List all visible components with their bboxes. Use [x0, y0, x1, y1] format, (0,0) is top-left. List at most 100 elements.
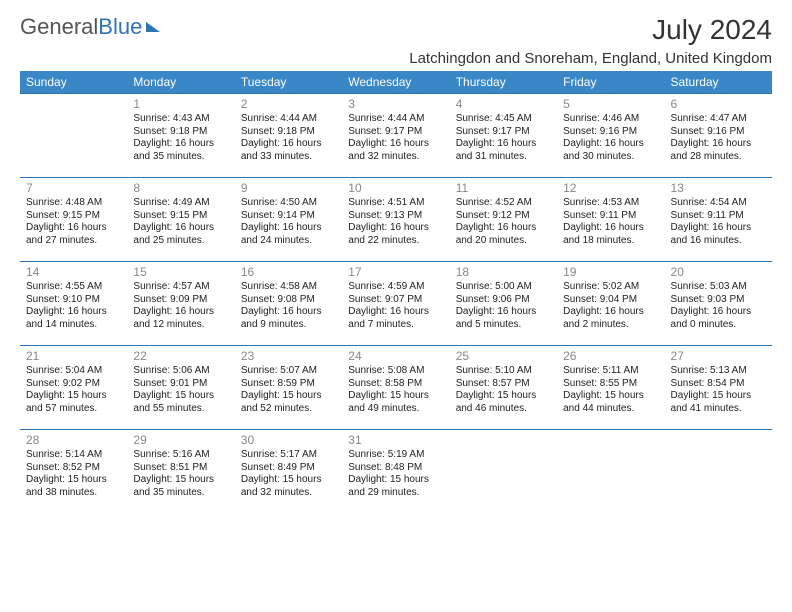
daylight-text: Daylight: 16 hours and 31 minutes.: [456, 138, 551, 163]
daylight-text: Daylight: 15 hours and 55 minutes.: [133, 390, 228, 415]
day-number: 20: [671, 265, 766, 280]
sunrise-text: Sunrise: 5:11 AM: [563, 365, 658, 378]
sunset-text: Sunset: 9:14 PM: [241, 210, 336, 223]
calendar-cell: 12Sunrise: 4:53 AMSunset: 9:11 PMDayligh…: [557, 178, 664, 262]
sunrise-text: Sunrise: 4:48 AM: [26, 197, 121, 210]
logo-mark-icon: [146, 22, 160, 32]
daylight-text: Daylight: 16 hours and 7 minutes.: [348, 306, 443, 331]
sunrise-text: Sunrise: 5:13 AM: [671, 365, 766, 378]
sunrise-text: Sunrise: 4:49 AM: [133, 197, 228, 210]
sunset-text: Sunset: 9:08 PM: [241, 294, 336, 307]
day-number: 14: [26, 265, 121, 280]
daylight-text: Daylight: 16 hours and 30 minutes.: [563, 138, 658, 163]
day-number: 2: [241, 97, 336, 112]
title-block: July 2024 Latchingdon and Snoreham, Engl…: [409, 14, 772, 67]
calendar-cell: 20Sunrise: 5:03 AMSunset: 9:03 PMDayligh…: [665, 262, 772, 346]
sunrise-text: Sunrise: 4:52 AM: [456, 197, 551, 210]
sunset-text: Sunset: 9:15 PM: [133, 210, 228, 223]
sunset-text: Sunset: 9:06 PM: [456, 294, 551, 307]
calendar-cell: 3Sunrise: 4:44 AMSunset: 9:17 PMDaylight…: [342, 94, 449, 178]
sunset-text: Sunset: 9:02 PM: [26, 378, 121, 391]
sunset-text: Sunset: 9:10 PM: [26, 294, 121, 307]
daylight-text: Daylight: 16 hours and 16 minutes.: [671, 222, 766, 247]
calendar-cell: 19Sunrise: 5:02 AMSunset: 9:04 PMDayligh…: [557, 262, 664, 346]
sunset-text: Sunset: 8:57 PM: [456, 378, 551, 391]
calendar-cell: 18Sunrise: 5:00 AMSunset: 9:06 PMDayligh…: [450, 262, 557, 346]
daylight-text: Daylight: 16 hours and 35 minutes.: [133, 138, 228, 163]
day-number: 17: [348, 265, 443, 280]
sunrise-text: Sunrise: 4:54 AM: [671, 197, 766, 210]
month-title: July 2024: [409, 14, 772, 46]
daylight-text: Daylight: 16 hours and 12 minutes.: [133, 306, 228, 331]
calendar-cell: 23Sunrise: 5:07 AMSunset: 8:59 PMDayligh…: [235, 346, 342, 430]
sunset-text: Sunset: 8:55 PM: [563, 378, 658, 391]
sunrise-text: Sunrise: 4:47 AM: [671, 113, 766, 126]
day-header: Wednesday: [342, 71, 449, 94]
sunset-text: Sunset: 9:13 PM: [348, 210, 443, 223]
daylight-text: Daylight: 15 hours and 32 minutes.: [241, 474, 336, 499]
sunset-text: Sunset: 9:18 PM: [133, 126, 228, 139]
calendar-cell: 4Sunrise: 4:45 AMSunset: 9:17 PMDaylight…: [450, 94, 557, 178]
day-number: 11: [456, 181, 551, 196]
calendar-week-row: 14Sunrise: 4:55 AMSunset: 9:10 PMDayligh…: [20, 262, 772, 346]
sunset-text: Sunset: 8:54 PM: [671, 378, 766, 391]
sunrise-text: Sunrise: 5:10 AM: [456, 365, 551, 378]
calendar-cell: 9Sunrise: 4:50 AMSunset: 9:14 PMDaylight…: [235, 178, 342, 262]
calendar-cell: 2Sunrise: 4:44 AMSunset: 9:18 PMDaylight…: [235, 94, 342, 178]
sunset-text: Sunset: 8:58 PM: [348, 378, 443, 391]
day-number: 6: [671, 97, 766, 112]
day-header: Friday: [557, 71, 664, 94]
page: GeneralBlue July 2024 Latchingdon and Sn…: [0, 0, 792, 528]
sunset-text: Sunset: 9:09 PM: [133, 294, 228, 307]
sunset-text: Sunset: 9:11 PM: [671, 210, 766, 223]
daylight-text: Daylight: 15 hours and 52 minutes.: [241, 390, 336, 415]
calendar-cell: [450, 430, 557, 514]
calendar-week-row: 1Sunrise: 4:43 AMSunset: 9:18 PMDaylight…: [20, 94, 772, 178]
day-number: 3: [348, 97, 443, 112]
calendar-cell: 15Sunrise: 4:57 AMSunset: 9:09 PMDayligh…: [127, 262, 234, 346]
calendar-cell: 6Sunrise: 4:47 AMSunset: 9:16 PMDaylight…: [665, 94, 772, 178]
sunrise-text: Sunrise: 4:59 AM: [348, 281, 443, 294]
daylight-text: Daylight: 15 hours and 41 minutes.: [671, 390, 766, 415]
day-number: 15: [133, 265, 228, 280]
sunrise-text: Sunrise: 5:17 AM: [241, 449, 336, 462]
sunset-text: Sunset: 8:49 PM: [241, 462, 336, 475]
daylight-text: Daylight: 16 hours and 22 minutes.: [348, 222, 443, 247]
sunrise-text: Sunrise: 4:50 AM: [241, 197, 336, 210]
day-number: 23: [241, 349, 336, 364]
sunset-text: Sunset: 9:16 PM: [671, 126, 766, 139]
daylight-text: Daylight: 16 hours and 2 minutes.: [563, 306, 658, 331]
calendar-body: 1Sunrise: 4:43 AMSunset: 9:18 PMDaylight…: [20, 94, 772, 514]
calendar-cell: 10Sunrise: 4:51 AMSunset: 9:13 PMDayligh…: [342, 178, 449, 262]
sunrise-text: Sunrise: 4:53 AM: [563, 197, 658, 210]
header: GeneralBlue July 2024 Latchingdon and Sn…: [20, 14, 772, 67]
day-header: Tuesday: [235, 71, 342, 94]
daylight-text: Daylight: 16 hours and 0 minutes.: [671, 306, 766, 331]
brand-part2: Blue: [98, 14, 142, 40]
sunset-text: Sunset: 8:52 PM: [26, 462, 121, 475]
day-number: 5: [563, 97, 658, 112]
calendar-cell: 11Sunrise: 4:52 AMSunset: 9:12 PMDayligh…: [450, 178, 557, 262]
calendar-cell: 14Sunrise: 4:55 AMSunset: 9:10 PMDayligh…: [20, 262, 127, 346]
daylight-text: Daylight: 16 hours and 28 minutes.: [671, 138, 766, 163]
calendar-cell: 1Sunrise: 4:43 AMSunset: 9:18 PMDaylight…: [127, 94, 234, 178]
calendar-cell: 22Sunrise: 5:06 AMSunset: 9:01 PMDayligh…: [127, 346, 234, 430]
daylight-text: Daylight: 16 hours and 25 minutes.: [133, 222, 228, 247]
day-header: Saturday: [665, 71, 772, 94]
day-number: 28: [26, 433, 121, 448]
sunset-text: Sunset: 9:12 PM: [456, 210, 551, 223]
day-number: 4: [456, 97, 551, 112]
sunset-text: Sunset: 9:04 PM: [563, 294, 658, 307]
daylight-text: Daylight: 16 hours and 33 minutes.: [241, 138, 336, 163]
sunset-text: Sunset: 9:17 PM: [456, 126, 551, 139]
daylight-text: Daylight: 15 hours and 44 minutes.: [563, 390, 658, 415]
sunset-text: Sunset: 9:17 PM: [348, 126, 443, 139]
sunset-text: Sunset: 9:18 PM: [241, 126, 336, 139]
day-number: 16: [241, 265, 336, 280]
day-number: 8: [133, 181, 228, 196]
day-number: 7: [26, 181, 121, 196]
daylight-text: Daylight: 15 hours and 46 minutes.: [456, 390, 551, 415]
day-number: 10: [348, 181, 443, 196]
sunrise-text: Sunrise: 4:45 AM: [456, 113, 551, 126]
calendar-head: Sunday Monday Tuesday Wednesday Thursday…: [20, 71, 772, 94]
